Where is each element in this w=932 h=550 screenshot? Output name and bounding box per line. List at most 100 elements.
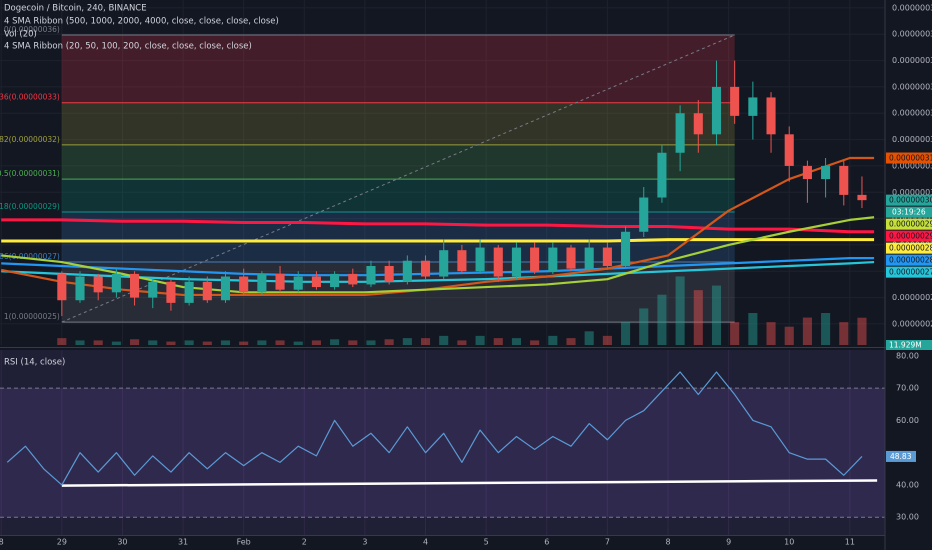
candle-body bbox=[530, 247, 540, 272]
volume-bar bbox=[239, 341, 249, 345]
price-badge bbox=[886, 152, 932, 164]
candle-body bbox=[166, 281, 176, 303]
volume-bar bbox=[602, 335, 612, 345]
fib-zone bbox=[61, 35, 735, 103]
x-tick-label: 11 bbox=[845, 538, 855, 547]
volume-bar bbox=[93, 340, 103, 345]
price-badge-label: 0.00000028 bbox=[889, 244, 932, 253]
volume-bar bbox=[75, 340, 85, 345]
volume-bar bbox=[675, 276, 685, 345]
candle-body bbox=[384, 265, 394, 282]
volume-bar bbox=[439, 335, 449, 345]
candle-body bbox=[293, 276, 303, 290]
y-tick-label: 0.00000035 bbox=[892, 56, 932, 65]
moving-average bbox=[1, 238, 875, 243]
indicator-legend: 4 SMA Ribbon (20, 50, 100, 200, close, c… bbox=[4, 42, 252, 52]
volume-badge-label: 11.929M bbox=[889, 341, 922, 350]
y-tick-label: 70.00 bbox=[896, 384, 919, 393]
volume-bar bbox=[621, 322, 631, 345]
candle-body bbox=[184, 281, 194, 303]
candle-body bbox=[602, 247, 612, 266]
candle-body bbox=[584, 247, 594, 269]
candle-body bbox=[621, 231, 631, 266]
volume-bar bbox=[257, 340, 267, 345]
candle-body bbox=[420, 260, 431, 277]
volume-bar bbox=[275, 340, 285, 345]
volume-bar bbox=[839, 322, 849, 345]
volume-bar bbox=[330, 339, 340, 345]
candle-body bbox=[821, 165, 831, 180]
volume-bar bbox=[366, 340, 376, 345]
price-badge bbox=[886, 254, 932, 266]
volume-bar bbox=[784, 326, 794, 345]
x-tick-label: 2 bbox=[302, 538, 307, 547]
y-tick-label: 0.00000029 bbox=[892, 214, 932, 223]
moving-average bbox=[1, 256, 875, 277]
volume-bar bbox=[493, 338, 503, 345]
price-badge bbox=[886, 266, 932, 278]
candle-body bbox=[257, 273, 267, 293]
volume-bar bbox=[457, 340, 467, 345]
fib-label: 0.786(0.00000027) bbox=[0, 252, 60, 261]
fib-zone bbox=[61, 179, 735, 213]
candle-body bbox=[675, 113, 685, 153]
overlay: Dogecoin / Bitcoin, 240, BINANCE 4 SMA R… bbox=[4, 4, 932, 462]
volume-bar bbox=[530, 340, 540, 345]
candle-body bbox=[93, 276, 103, 293]
price-badge-label: 0.00000029 bbox=[889, 220, 932, 229]
volume-bar bbox=[802, 317, 812, 345]
fib-label: 0.382(0.00000032) bbox=[0, 135, 60, 144]
fib-label: 0.618(0.00000029) bbox=[0, 202, 60, 211]
x-tick-label: 9 bbox=[726, 538, 731, 547]
candle-body bbox=[839, 165, 849, 195]
x-tick-label: 3 bbox=[362, 538, 367, 547]
candle-body bbox=[366, 265, 376, 285]
rsi-line bbox=[6, 371, 863, 486]
volume-bar bbox=[475, 335, 485, 345]
price-badge bbox=[886, 218, 932, 230]
price-pane: 0(0.00000036) 0.236(0.00000033) 0.382(0.00… bbox=[0, 0, 885, 345]
candle-body bbox=[148, 281, 158, 298]
y-tick-label: 0.00000033 bbox=[892, 109, 932, 118]
x-tick-label: 5 bbox=[484, 538, 489, 547]
candle-body bbox=[239, 276, 249, 293]
indicator-legend: 4 SMA Ribbon (500, 1000, 2000, 4000, clo… bbox=[4, 17, 279, 27]
candle-body bbox=[111, 273, 121, 293]
volume-bar bbox=[711, 285, 722, 345]
fib-label: 0(0.00000036) bbox=[4, 25, 60, 34]
price-badge bbox=[886, 194, 932, 206]
volume-bar bbox=[748, 313, 758, 345]
y-tick-label: 30.00 bbox=[896, 513, 919, 522]
rsi-band bbox=[0, 388, 885, 518]
candle-body bbox=[202, 281, 212, 301]
volume-bar bbox=[693, 290, 703, 345]
volume-bar bbox=[821, 313, 831, 345]
volume-bar bbox=[566, 338, 576, 345]
candle-body bbox=[766, 97, 776, 135]
x-tick-label: 29 bbox=[57, 538, 67, 547]
volume-bar bbox=[348, 340, 358, 345]
rsi-badge bbox=[886, 450, 916, 462]
y-tick-label: 0.00000030 bbox=[892, 188, 932, 197]
volume-bar bbox=[402, 338, 412, 345]
volume-bar bbox=[420, 338, 431, 345]
y-tick-label: 0.00000037 bbox=[892, 3, 932, 12]
moving-average bbox=[1, 218, 875, 234]
candle-body bbox=[457, 250, 467, 272]
candle-body bbox=[566, 247, 576, 269]
price-badge bbox=[886, 230, 932, 242]
candle-body bbox=[311, 276, 321, 288]
fib-zone bbox=[61, 102, 735, 145]
candle-body bbox=[493, 247, 503, 277]
y-tick-label: 0.00000025 bbox=[892, 319, 932, 328]
volume-bar bbox=[166, 341, 176, 345]
price-badge bbox=[886, 242, 932, 254]
fib-zone bbox=[61, 212, 735, 263]
y-tick-label: 0.00000036 bbox=[892, 30, 932, 39]
candle-body bbox=[402, 260, 412, 282]
x-tick-label: 8 bbox=[0, 538, 4, 547]
volume-bar bbox=[584, 331, 594, 345]
y-tick-label: 60.00 bbox=[896, 416, 919, 425]
candle-body bbox=[784, 134, 794, 166]
